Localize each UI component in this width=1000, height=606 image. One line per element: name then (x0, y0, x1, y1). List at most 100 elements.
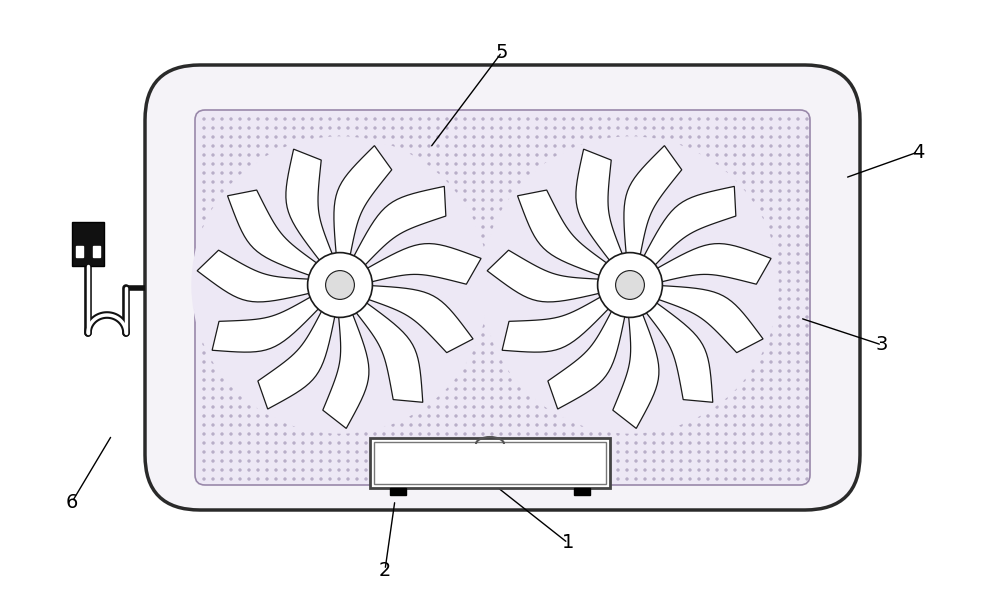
Circle shape (743, 199, 745, 201)
Circle shape (383, 262, 385, 264)
Circle shape (527, 433, 529, 435)
Circle shape (428, 280, 430, 282)
Circle shape (671, 271, 673, 273)
Circle shape (293, 190, 295, 192)
Circle shape (761, 136, 763, 138)
Circle shape (734, 298, 736, 300)
Circle shape (266, 172, 268, 174)
Circle shape (779, 163, 781, 165)
Circle shape (356, 298, 358, 300)
Circle shape (284, 118, 286, 120)
Circle shape (581, 217, 583, 219)
Circle shape (311, 271, 313, 273)
Circle shape (383, 379, 385, 381)
Circle shape (743, 406, 745, 408)
Circle shape (239, 325, 241, 327)
Circle shape (365, 298, 367, 300)
Circle shape (248, 244, 250, 246)
Circle shape (356, 397, 358, 399)
Circle shape (626, 181, 628, 183)
Circle shape (797, 325, 799, 327)
Circle shape (734, 334, 736, 336)
Circle shape (383, 370, 385, 372)
Circle shape (320, 190, 322, 192)
Circle shape (383, 415, 385, 417)
Circle shape (599, 343, 601, 345)
Circle shape (455, 145, 457, 147)
Circle shape (671, 226, 673, 228)
Circle shape (689, 433, 691, 435)
Circle shape (401, 289, 403, 291)
Circle shape (320, 163, 322, 165)
Circle shape (518, 460, 520, 462)
Circle shape (581, 379, 583, 381)
Circle shape (518, 442, 520, 444)
Circle shape (734, 172, 736, 174)
Circle shape (374, 451, 376, 453)
Circle shape (752, 361, 754, 363)
Circle shape (626, 469, 628, 471)
Circle shape (635, 289, 637, 291)
Circle shape (635, 253, 637, 255)
Circle shape (383, 460, 385, 462)
Circle shape (770, 244, 772, 246)
Circle shape (473, 415, 475, 417)
Circle shape (446, 136, 448, 138)
Circle shape (446, 127, 448, 129)
Circle shape (293, 253, 295, 255)
Circle shape (275, 199, 277, 201)
Circle shape (482, 253, 484, 255)
Circle shape (509, 379, 511, 381)
Circle shape (221, 235, 223, 237)
Circle shape (707, 352, 709, 354)
Circle shape (284, 136, 286, 138)
Circle shape (302, 244, 304, 246)
Circle shape (266, 316, 268, 318)
Circle shape (239, 136, 241, 138)
Circle shape (806, 154, 808, 156)
Circle shape (626, 145, 628, 147)
Circle shape (527, 217, 529, 219)
Circle shape (419, 253, 421, 255)
Circle shape (635, 307, 637, 309)
Circle shape (545, 244, 547, 246)
Circle shape (419, 352, 421, 354)
Circle shape (338, 235, 340, 237)
Circle shape (725, 406, 727, 408)
Circle shape (518, 244, 520, 246)
Circle shape (302, 352, 304, 354)
Circle shape (770, 280, 772, 282)
Circle shape (329, 136, 331, 138)
Circle shape (545, 478, 547, 480)
Circle shape (338, 262, 340, 264)
Circle shape (608, 451, 610, 453)
Circle shape (275, 172, 277, 174)
Circle shape (293, 226, 295, 228)
Circle shape (446, 469, 448, 471)
Circle shape (581, 406, 583, 408)
Polygon shape (576, 149, 624, 270)
Circle shape (518, 370, 520, 372)
Circle shape (599, 208, 601, 210)
Circle shape (320, 199, 322, 201)
Circle shape (374, 289, 376, 291)
Circle shape (662, 181, 664, 183)
Circle shape (293, 172, 295, 174)
Circle shape (302, 289, 304, 291)
Circle shape (203, 172, 205, 174)
Text: 2: 2 (379, 561, 391, 579)
Circle shape (401, 280, 403, 282)
Circle shape (257, 271, 259, 273)
Circle shape (293, 388, 295, 390)
Circle shape (401, 127, 403, 129)
Circle shape (527, 280, 529, 282)
Circle shape (419, 235, 421, 237)
Circle shape (374, 118, 376, 120)
Circle shape (221, 460, 223, 462)
Circle shape (392, 172, 394, 174)
Circle shape (662, 154, 664, 156)
Circle shape (446, 415, 448, 417)
Circle shape (581, 118, 583, 120)
Circle shape (581, 460, 583, 462)
Circle shape (653, 271, 655, 273)
